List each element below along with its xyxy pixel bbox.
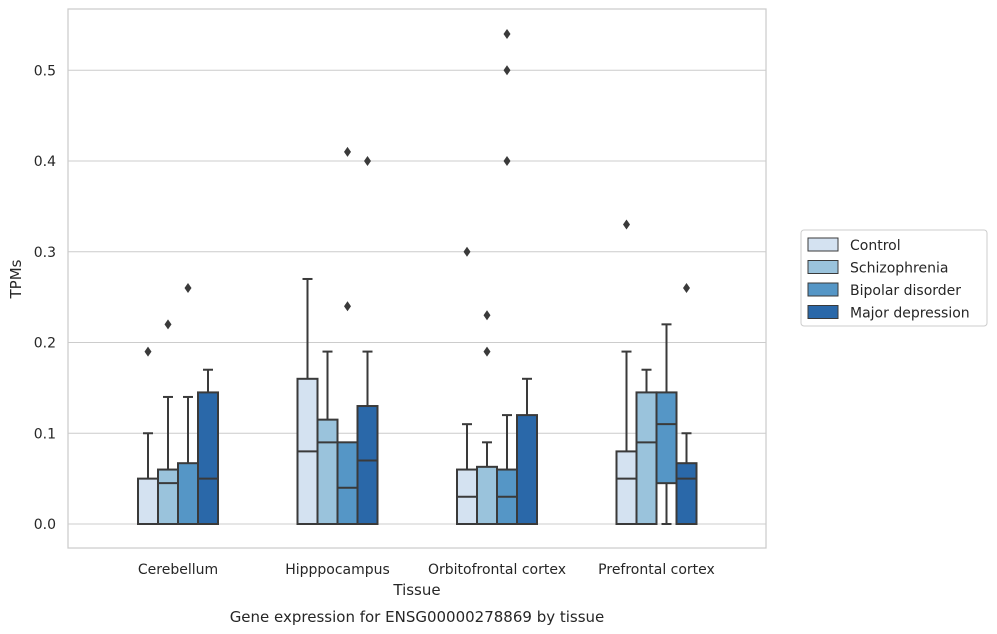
legend-label: Schizophrenia — [850, 261, 948, 277]
outlier-point — [503, 28, 511, 39]
y-tick-label: 0.2 — [34, 336, 56, 352]
x-axis-ticks: Cerebellum Hipppocampus Orbitofrontal cort… — [138, 562, 715, 578]
outlier-point — [503, 156, 511, 166]
outlier-point — [344, 146, 351, 157]
y-tick-label: 0.4 — [34, 154, 56, 170]
x-tick-label: Hipppocampus — [285, 562, 390, 578]
outlier-point — [344, 301, 351, 312]
outlier-point — [364, 156, 371, 166]
legend-frame — [800, 229, 988, 327]
outlier-point — [184, 283, 192, 294]
box-bipolar-disorder — [655, 323, 678, 525]
box-body — [516, 414, 538, 526]
plot-frame — [67, 8, 767, 549]
x-tick-label: Cerebellum — [138, 562, 218, 578]
x-tick-label: Prefrontal cortex — [598, 562, 715, 578]
legend-swatch — [807, 282, 839, 297]
outlier-point — [164, 319, 172, 330]
chart-caption: Gene expression for ENSG00000278869 by t… — [230, 608, 605, 626]
box-control — [296, 277, 319, 525]
box-major-depression — [197, 368, 219, 525]
box-bipolar-disorder — [496, 28, 518, 525]
box-body — [356, 405, 379, 525]
box-body — [157, 468, 179, 525]
box-major-depression — [516, 377, 538, 526]
legend-label: Major depression — [850, 306, 970, 322]
y-tick-label: 0.0 — [34, 517, 56, 533]
box-body — [615, 450, 638, 525]
legend-label: Control — [850, 238, 901, 254]
box-control — [137, 346, 159, 525]
legend: Control Schizophrenia Bipolar disorder Majo… — [800, 229, 988, 327]
box-body — [635, 391, 658, 525]
y-tick-label: 0.5 — [34, 63, 56, 79]
box-control — [615, 219, 638, 525]
outlier-point — [623, 219, 630, 230]
y-tick-label: 0.1 — [34, 426, 56, 442]
legend-swatch — [807, 237, 839, 252]
box-body — [197, 391, 219, 525]
box-control — [456, 246, 478, 525]
outlier-point — [503, 65, 511, 76]
box-schizophrenia — [635, 368, 658, 525]
outlier-point — [683, 283, 690, 294]
box-bipolar-disorder — [336, 146, 359, 526]
box-major-depression — [356, 156, 379, 525]
y-axis-label: TPMs — [7, 259, 25, 299]
box-body — [137, 477, 159, 525]
box-schizophrenia — [476, 310, 498, 526]
outlier-point — [483, 346, 491, 357]
box-body — [476, 465, 498, 526]
x-axis-label: Tissue — [392, 581, 440, 599]
x-tick-label: Orbitofrontal cortex — [428, 562, 566, 578]
box-body — [336, 441, 359, 526]
box-schizophrenia — [316, 350, 339, 526]
outlier-point — [483, 310, 491, 321]
y-tick-label: 0.3 — [34, 245, 56, 261]
box-body — [675, 462, 698, 526]
box-body — [316, 418, 339, 526]
box-schizophrenia — [157, 319, 179, 525]
legend-label: Bipolar disorder — [850, 283, 961, 299]
box-series — [137, 28, 698, 526]
box-body — [177, 462, 199, 526]
box-body — [655, 391, 678, 485]
legend-swatch — [807, 260, 839, 274]
box-bipolar-disorder — [177, 283, 199, 526]
y-axis-ticks: 0.0 0.1 0.2 0.3 0.4 0.5 — [34, 63, 56, 533]
box-major-depression — [675, 283, 698, 526]
outlier-point — [144, 346, 152, 357]
outlier-point — [463, 246, 471, 257]
legend-swatch — [807, 305, 839, 319]
